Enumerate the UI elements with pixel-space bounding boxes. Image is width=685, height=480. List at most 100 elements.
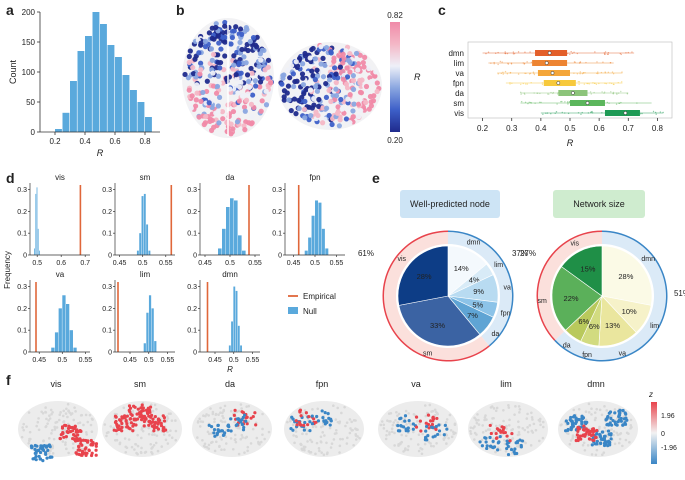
background-node: [57, 418, 61, 422]
background-node: [86, 420, 90, 424]
background-node: [332, 438, 336, 441]
background-node: [105, 434, 108, 438]
brain-node: [231, 62, 237, 68]
legend-null-swatch: [288, 307, 298, 314]
background-node: [390, 427, 394, 431]
brain-node: [246, 84, 253, 90]
significant-node: [433, 434, 437, 438]
significant-node: [489, 444, 493, 448]
brain-node: [208, 46, 215, 52]
brain-node: [344, 74, 351, 80]
significant-node: [209, 425, 214, 429]
brain-node: [343, 81, 350, 87]
background-node: [122, 406, 126, 410]
x-tick-label: 0.4: [79, 137, 91, 146]
brain-node: [238, 80, 244, 86]
background-node: [88, 413, 92, 417]
significant-node: [514, 441, 518, 445]
background-node: [310, 440, 314, 444]
x-tick-label: 0.8: [139, 137, 151, 146]
subplot-title: vis: [55, 173, 65, 182]
jitter-point: [655, 113, 657, 115]
background-node: [203, 442, 207, 446]
brain-node: [340, 76, 346, 82]
background-node: [244, 436, 247, 440]
significant-node: [608, 440, 612, 444]
y-tick-label: 0: [31, 128, 36, 137]
significant-node: [510, 431, 514, 436]
significant-node: [403, 414, 408, 418]
slice-name: vis: [570, 241, 579, 248]
panel-label-e: e: [372, 170, 380, 186]
background-node: [420, 452, 424, 456]
background-node: [354, 419, 357, 422]
brain-node: [248, 65, 254, 72]
background-node: [47, 437, 51, 440]
panel-f-network-maps: vis sm da fpn va lim dmn z 1.96 0 -1.96: [18, 379, 677, 464]
background-node: [492, 437, 495, 441]
significant-node: [442, 433, 446, 437]
brain-node: [311, 95, 317, 102]
x-tick-label: 0.4: [535, 124, 547, 133]
z-colorbar-label: z: [648, 390, 653, 399]
colorbar-max: 0.82: [387, 11, 403, 20]
significant-node: [84, 446, 88, 450]
background-node: [144, 450, 148, 454]
background-node: [590, 407, 593, 411]
brain-node: [213, 21, 219, 27]
significant-node: [120, 425, 124, 430]
background-node: [206, 430, 210, 434]
background-node: [72, 418, 76, 422]
significant-node: [233, 408, 237, 412]
z-tick-label: -1.96: [661, 445, 677, 452]
background-node: [85, 433, 88, 436]
median-marker: [585, 101, 590, 105]
background-node: [140, 446, 143, 450]
panel-label-f: f: [6, 372, 11, 388]
background-node: [389, 419, 392, 423]
slice-percent: 6%: [578, 317, 589, 326]
significant-node: [604, 418, 608, 422]
background-node: [538, 419, 542, 423]
brain-node: [288, 63, 295, 69]
significant-node: [498, 434, 502, 439]
brain-node: [310, 73, 316, 79]
panel-e-pie-charts: 14%4% 9% 5%7% 33% 28% 61% 27% 28% 10%13% 6%6% 22% 1…: [358, 230, 685, 362]
background-node: [494, 424, 498, 428]
background-node: [123, 437, 127, 440]
brain-node: [202, 38, 209, 44]
brain-node: [366, 106, 372, 112]
significant-node: [496, 448, 500, 452]
background-node: [136, 444, 140, 448]
background-node: [417, 433, 421, 437]
brain-node: [325, 123, 331, 129]
null-bar: [148, 250, 151, 255]
brain-node: [320, 120, 326, 126]
background-node: [118, 442, 122, 446]
brain-node: [306, 79, 312, 86]
brain-node: [318, 44, 324, 50]
background-node: [388, 431, 391, 434]
x-tick-label: 0.6: [56, 260, 66, 267]
background-node: [151, 409, 155, 413]
background-node: [528, 424, 532, 427]
y-tick-label: 0: [278, 253, 282, 260]
background-node: [220, 438, 223, 441]
brain-node: [303, 87, 309, 93]
brain-node: [194, 90, 200, 96]
significant-node: [149, 413, 154, 417]
background-node: [428, 403, 432, 407]
significant-node: [219, 429, 224, 433]
y-tick-label: 0: [193, 253, 197, 260]
significant-node: [148, 410, 152, 414]
significant-node: [78, 437, 82, 441]
significant-node: [617, 414, 621, 419]
background-node: [594, 453, 598, 457]
brain-node: [360, 60, 366, 66]
category-label: lim: [454, 59, 465, 68]
background-node: [582, 441, 586, 445]
background-node: [601, 453, 604, 456]
significant-node: [616, 420, 620, 424]
brain-node: [222, 19, 228, 26]
background-node: [64, 443, 67, 446]
